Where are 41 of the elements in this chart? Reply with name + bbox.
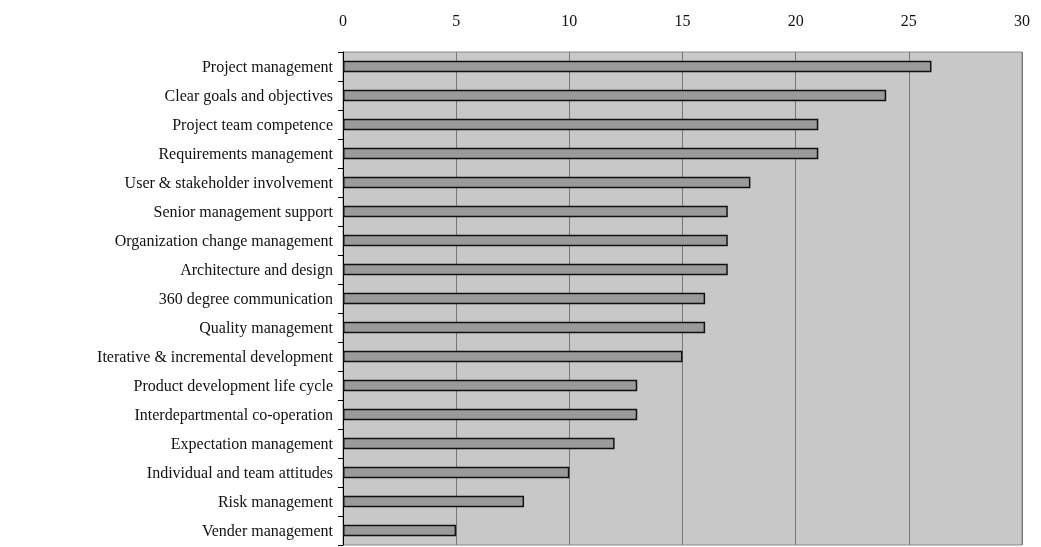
bar — [343, 379, 638, 392]
bar — [343, 321, 706, 334]
x-tick-label: 20 — [787, 11, 804, 29]
bar — [343, 89, 887, 102]
bar — [343, 437, 615, 450]
y-tick-label: Senior management support — [153, 203, 334, 221]
bar — [343, 60, 932, 73]
bar — [343, 408, 638, 421]
y-tick-label: Interdepartmental co-operation — [134, 406, 333, 424]
y-tick-label: Expectation management — [170, 435, 334, 453]
bar — [343, 466, 570, 479]
y-tick-label: Clear goals and objectives — [164, 87, 333, 105]
bar — [343, 350, 683, 363]
y-tick-label: Risk management — [217, 493, 334, 511]
y-tick-label: Architecture and design — [180, 261, 333, 279]
y-tick-label: Organization change management — [114, 232, 334, 250]
x-tick-label: 10 — [561, 11, 578, 29]
y-tick-label: 360 degree communication — [158, 290, 333, 308]
bar — [343, 292, 706, 305]
x-tick-label: 5 — [452, 11, 461, 29]
x-tick-label: 0 — [339, 11, 347, 29]
y-tick-label: Quality management — [199, 319, 334, 337]
bar — [343, 118, 819, 131]
bar — [343, 205, 728, 218]
y-tick-label: User & stakeholder involvement — [124, 174, 334, 191]
y-tick-label: Project team competence — [172, 116, 333, 134]
bar — [343, 495, 525, 508]
y-tick-label: Vender management — [201, 522, 334, 540]
y-tick-label: Iterative & incremental development — [97, 348, 334, 366]
bar — [343, 147, 819, 160]
y-tick-label: Project management — [201, 58, 334, 76]
x-tick-label: 30 — [1014, 11, 1030, 29]
y-tick-label: Requirements management — [158, 145, 334, 163]
x-tick-label: 15 — [674, 11, 691, 29]
y-tick-label: Individual and team attitudes — [146, 464, 333, 481]
bar — [343, 176, 751, 189]
y-tick-label: Product development life cycle — [133, 377, 333, 395]
bar — [343, 524, 457, 537]
x-tick-label: 25 — [900, 11, 917, 29]
bar — [343, 234, 728, 247]
bar — [343, 263, 728, 276]
